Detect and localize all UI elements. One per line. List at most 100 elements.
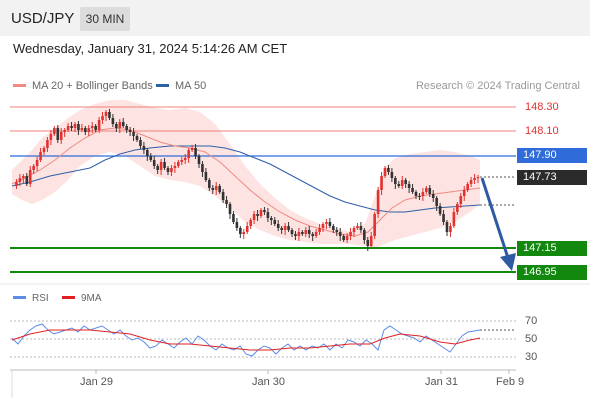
candle-body bbox=[404, 180, 407, 184]
candle-body bbox=[449, 226, 452, 232]
rsi-9ma-line bbox=[11, 329, 481, 351]
candle-body bbox=[290, 230, 294, 234]
candle-body bbox=[115, 124, 118, 128]
candle-body bbox=[345, 236, 349, 240]
timeframe-button[interactable]: 30 MIN bbox=[80, 7, 130, 31]
candle-body bbox=[22, 176, 25, 178]
candle-body bbox=[235, 222, 239, 228]
candle-body bbox=[211, 188, 215, 190]
candle-body bbox=[325, 222, 328, 224]
candle-body bbox=[242, 232, 246, 234]
candle-body bbox=[135, 136, 139, 140]
candle-body bbox=[366, 240, 370, 246]
candle-body bbox=[390, 172, 394, 178]
candle-body bbox=[445, 222, 449, 232]
legend-ma20: MA 20 + Bollinger Bands bbox=[13, 80, 153, 92]
rsi-ma-legend: 9MA bbox=[62, 293, 102, 304]
legend-ma50-label: MA 50 bbox=[175, 80, 207, 92]
candle-body bbox=[197, 156, 201, 164]
candle-body bbox=[49, 134, 53, 140]
candle-body bbox=[373, 214, 376, 236]
candle-body bbox=[359, 226, 363, 230]
candle-body bbox=[338, 232, 342, 236]
candle-body bbox=[146, 150, 149, 156]
candle-body bbox=[414, 192, 418, 196]
candle-body bbox=[452, 212, 456, 226]
candle-body bbox=[307, 230, 311, 234]
candle-body bbox=[56, 128, 60, 140]
candle-body bbox=[283, 226, 287, 230]
candle-body bbox=[94, 126, 97, 130]
candle-body bbox=[466, 184, 469, 190]
candle-body bbox=[73, 124, 77, 128]
candle-body bbox=[473, 178, 476, 180]
rsi-ma-legend-label: 9MA bbox=[81, 293, 102, 304]
candle-body bbox=[53, 128, 56, 134]
candle-body bbox=[70, 126, 73, 128]
candle-body bbox=[438, 206, 442, 214]
legend-ma50: MA 50 bbox=[156, 80, 206, 92]
candle-body bbox=[66, 126, 70, 130]
candle-body bbox=[187, 150, 190, 158]
candle-body bbox=[266, 212, 270, 218]
header-bar: USD/JPY 30 MIN bbox=[0, 0, 590, 36]
candle-body bbox=[442, 214, 445, 222]
candle-body bbox=[369, 236, 373, 246]
candle-body bbox=[356, 226, 359, 228]
candle-body bbox=[425, 188, 428, 192]
candle-body bbox=[418, 196, 421, 197]
candle-body bbox=[59, 132, 63, 140]
candle-body bbox=[304, 230, 308, 234]
candle-body bbox=[411, 188, 414, 192]
ma50-swatch bbox=[156, 83, 169, 87]
candle-body bbox=[35, 160, 39, 166]
candle-body bbox=[314, 232, 318, 236]
candle-body bbox=[87, 128, 91, 132]
candle-body bbox=[128, 130, 132, 132]
candle-body bbox=[276, 224, 280, 228]
credit-text: Research © 2024 Trading Central bbox=[415, 80, 580, 92]
candle-body bbox=[349, 232, 352, 236]
rsi-swatch bbox=[13, 295, 26, 299]
candle-body bbox=[156, 166, 159, 170]
candle-body bbox=[170, 168, 173, 172]
candle-body bbox=[225, 200, 228, 204]
candle-body bbox=[239, 228, 242, 234]
candle-body bbox=[80, 128, 84, 130]
candle-body bbox=[376, 190, 380, 214]
x-label-jan31: Jan 31 bbox=[425, 376, 459, 388]
ma20-line bbox=[11, 127, 481, 237]
candle-body bbox=[142, 146, 146, 150]
candle-body bbox=[139, 140, 142, 146]
candle-body bbox=[249, 220, 252, 226]
candle-body bbox=[352, 228, 356, 232]
support-2-label: 146.95 bbox=[517, 265, 587, 280]
x-label-feb9: Feb 9 bbox=[496, 376, 525, 388]
candle-body bbox=[318, 228, 321, 232]
candle-body bbox=[428, 188, 432, 194]
candle-body bbox=[263, 210, 266, 212]
candle-body bbox=[280, 228, 283, 230]
ma50-line bbox=[11, 145, 481, 213]
rsi-level-70: 70 bbox=[525, 315, 538, 327]
pivot-label: 147.90 bbox=[517, 148, 587, 163]
ma20-swatch bbox=[13, 83, 26, 87]
candle-body bbox=[342, 236, 345, 240]
forecast-arrow bbox=[480, 177, 516, 271]
candle-body bbox=[104, 112, 108, 116]
candle-body bbox=[183, 158, 187, 160]
bollinger-band bbox=[12, 100, 480, 248]
candle-body bbox=[90, 126, 94, 128]
currency-pair-title: USD/JPY bbox=[11, 10, 75, 27]
rsi-legend-label: RSI bbox=[32, 293, 49, 304]
candle-body bbox=[173, 166, 177, 168]
candle-body bbox=[400, 180, 404, 186]
candle-body bbox=[163, 162, 166, 168]
candle-body bbox=[63, 130, 66, 132]
candle-body bbox=[18, 178, 22, 182]
candle-body bbox=[407, 184, 411, 188]
last-price-label: 147.73 bbox=[517, 170, 587, 185]
rsi-level-50: 50 bbox=[525, 333, 538, 345]
candle-body bbox=[97, 120, 101, 130]
